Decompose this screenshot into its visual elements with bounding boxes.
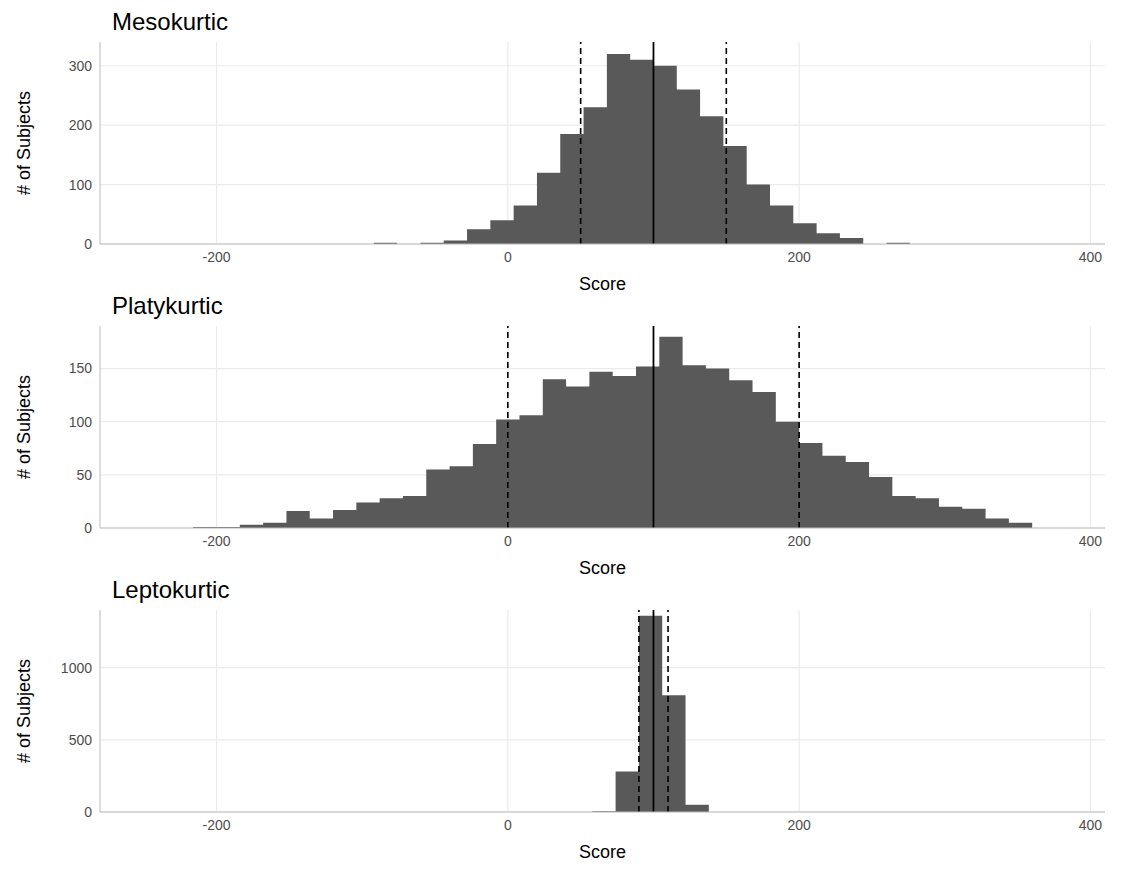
svg-text:Score: Score xyxy=(579,274,626,292)
svg-text:Score: Score xyxy=(579,842,626,860)
svg-text:0: 0 xyxy=(84,804,92,820)
svg-text:0: 0 xyxy=(504,249,512,265)
svg-text:200: 200 xyxy=(787,249,811,265)
svg-text:-200: -200 xyxy=(203,249,231,265)
svg-text:0: 0 xyxy=(504,817,512,833)
svg-text:Score: Score xyxy=(579,558,626,576)
svg-text:400: 400 xyxy=(1079,249,1103,265)
svg-text:0: 0 xyxy=(84,236,92,252)
svg-text:500: 500 xyxy=(69,732,93,748)
svg-text:300: 300 xyxy=(69,58,93,74)
svg-text:150: 150 xyxy=(69,360,93,376)
svg-text:200: 200 xyxy=(787,533,811,549)
svg-text:# of Subjects: # of Subjects xyxy=(14,91,34,195)
svg-text:0: 0 xyxy=(504,533,512,549)
svg-text:400: 400 xyxy=(1079,533,1103,549)
svg-text:# of Subjects: # of Subjects xyxy=(14,659,34,763)
svg-text:100: 100 xyxy=(69,177,93,193)
svg-text:100: 100 xyxy=(69,414,93,430)
svg-text:200: 200 xyxy=(69,117,93,133)
svg-text:400: 400 xyxy=(1079,817,1103,833)
svg-text:-200: -200 xyxy=(203,533,231,549)
html-text:Platykurtic: Platykurtic xyxy=(112,292,223,319)
svg-text:0: 0 xyxy=(84,520,92,536)
svg-text:1000: 1000 xyxy=(61,660,92,676)
html-text:Mesokurtic: Mesokurtic xyxy=(112,8,228,35)
html-text:Leptokurtic: Leptokurtic xyxy=(112,576,230,603)
svg-text:# of Subjects: # of Subjects xyxy=(14,375,34,479)
svg-text:200: 200 xyxy=(787,817,811,833)
svg-text:-200: -200 xyxy=(203,817,231,833)
svg-text:50: 50 xyxy=(76,467,92,483)
